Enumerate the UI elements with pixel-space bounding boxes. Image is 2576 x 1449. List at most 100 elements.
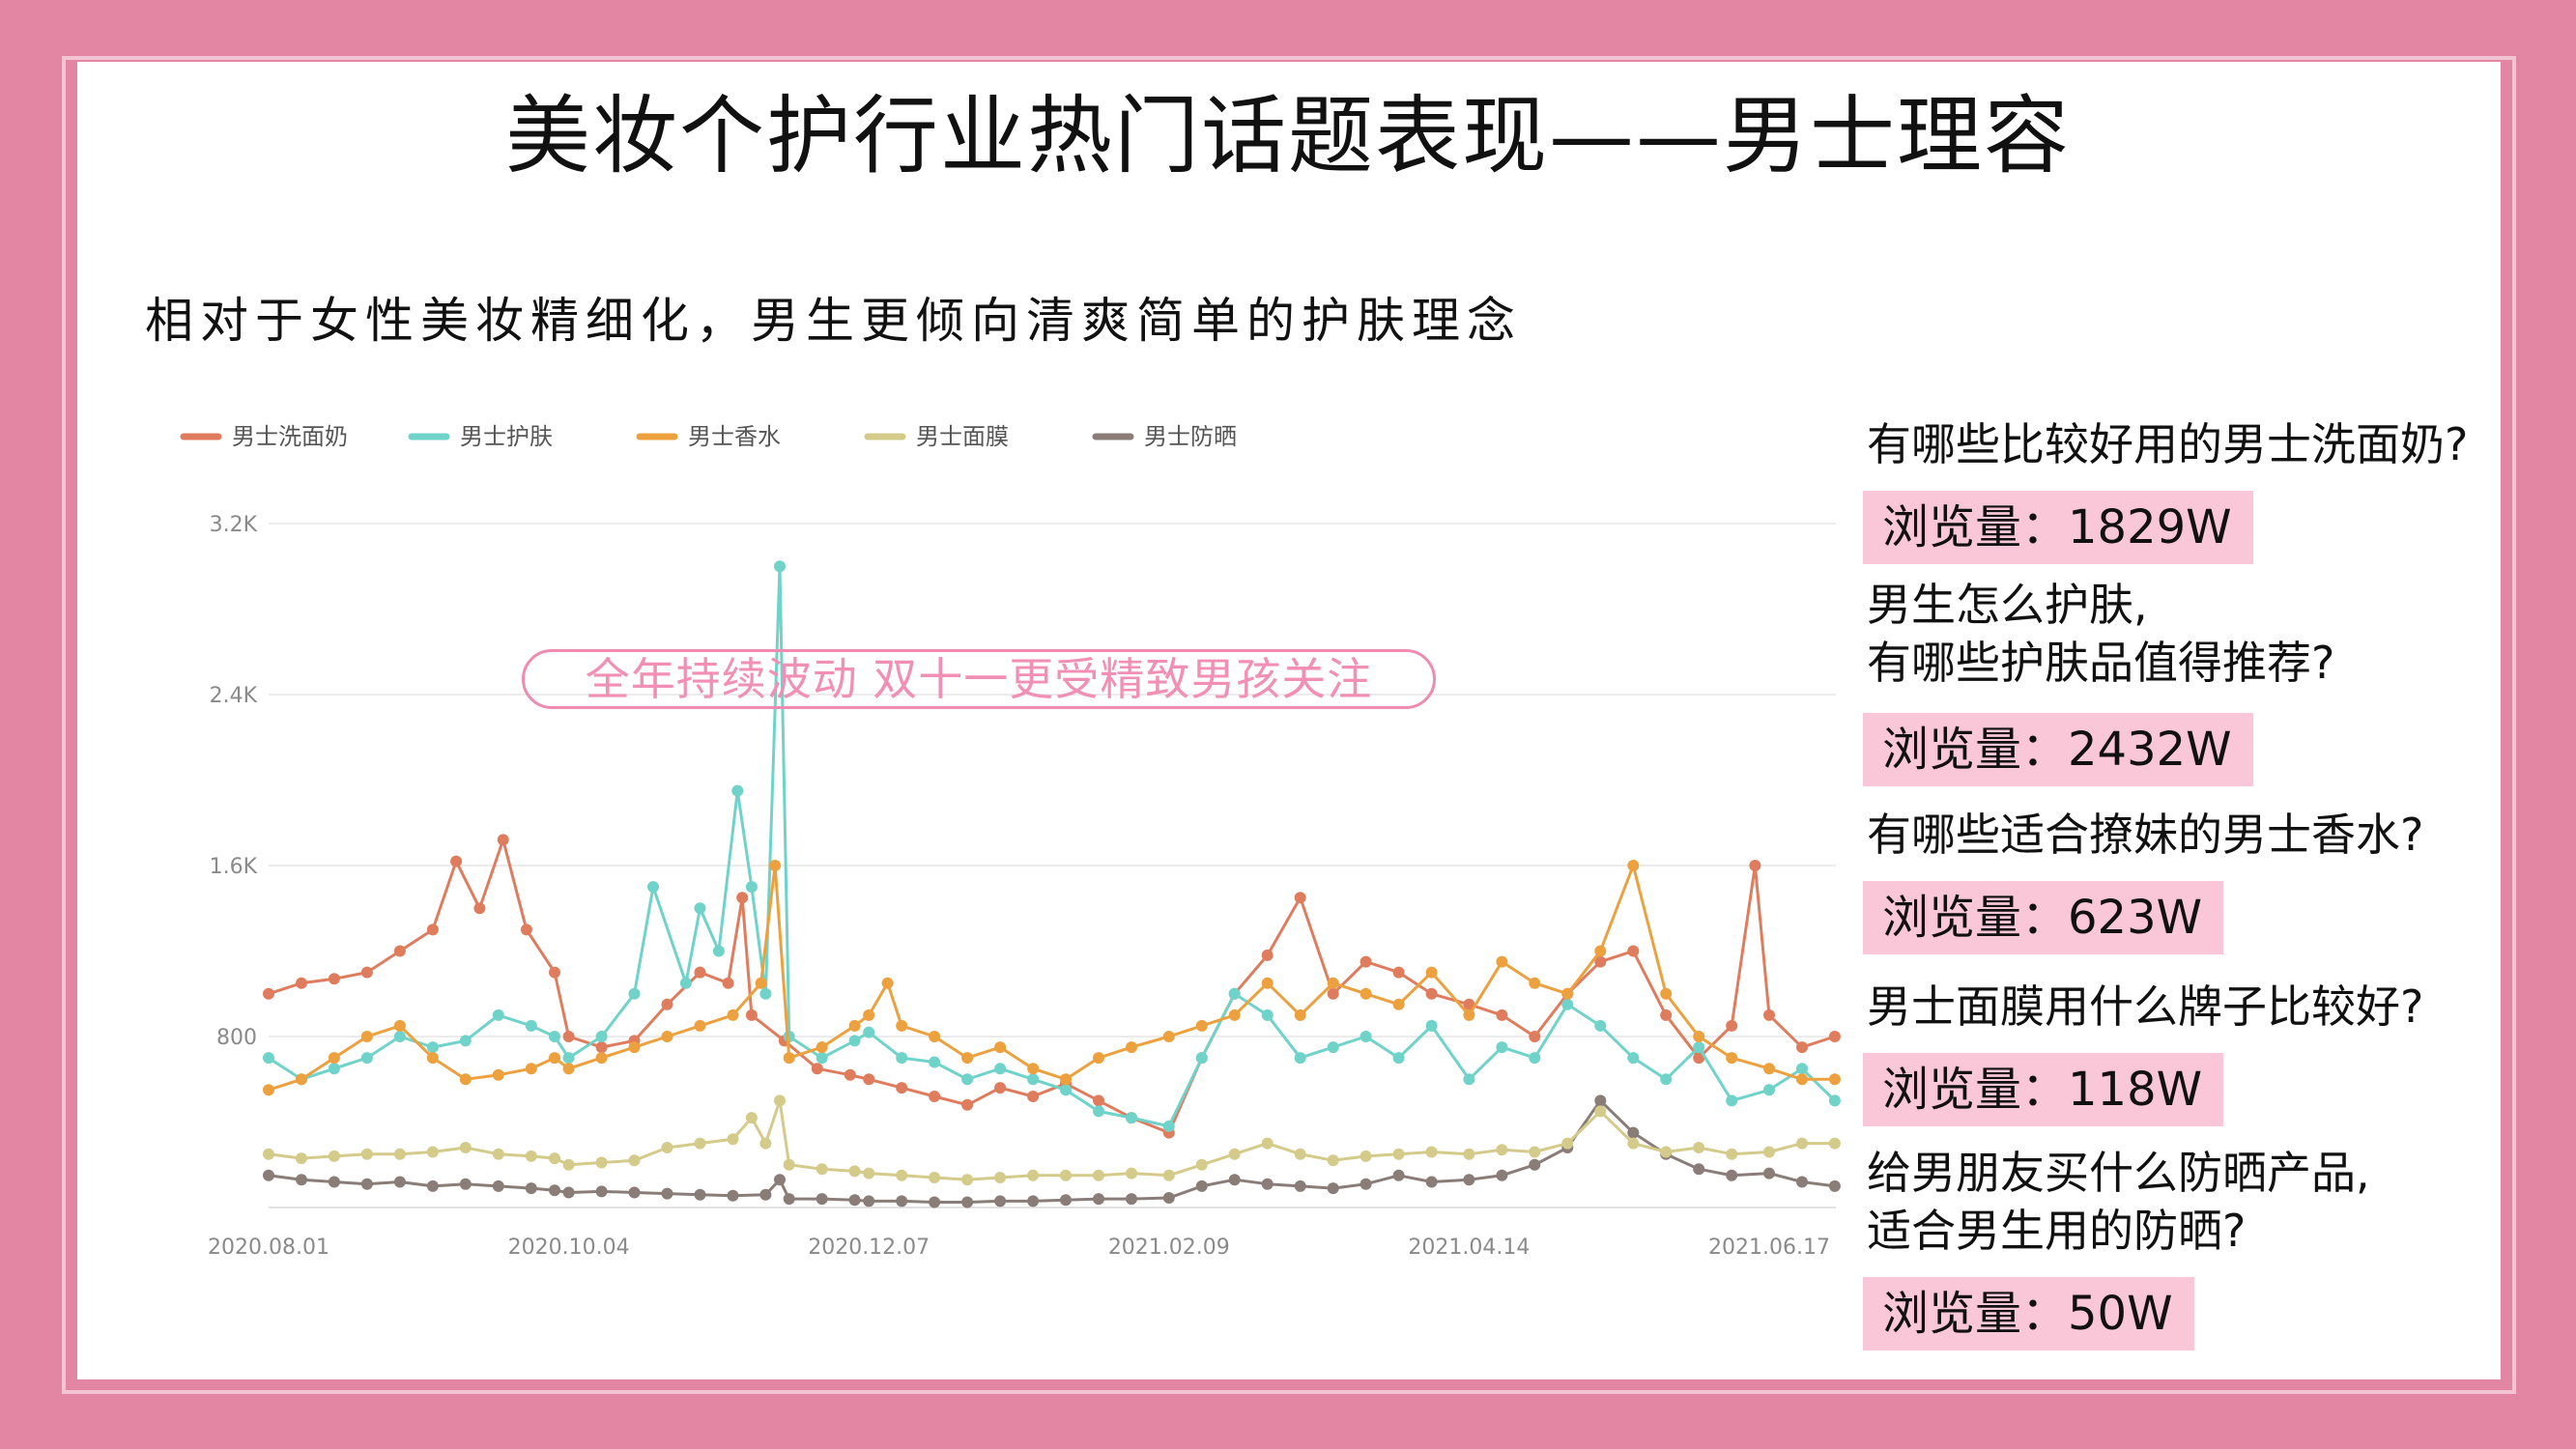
data-point <box>1093 1169 1104 1181</box>
data-point <box>1726 1148 1738 1160</box>
data-point <box>745 1009 758 1021</box>
data-point <box>459 1073 472 1086</box>
data-point <box>1027 1073 1040 1086</box>
data-point <box>263 1148 274 1160</box>
data-point <box>263 1169 274 1181</box>
data-point <box>929 1172 941 1183</box>
data-point <box>783 1193 795 1206</box>
data-point <box>1529 977 1541 989</box>
data-point <box>628 1154 641 1167</box>
data-point <box>1294 892 1306 904</box>
data-point <box>848 1194 861 1207</box>
data-point <box>595 1052 608 1065</box>
data-point <box>328 973 340 985</box>
data-point <box>562 1052 575 1065</box>
page-subtitle: 相对于女性美妆精细化，男生更倾向清爽简单的护肤理念 <box>145 293 1522 349</box>
data-point <box>1228 987 1241 1000</box>
data-point <box>811 1063 823 1075</box>
data-point <box>1627 1126 1640 1139</box>
data-point <box>848 1035 861 1047</box>
data-point <box>549 1052 560 1065</box>
data-point <box>881 977 894 989</box>
data-point <box>393 1031 406 1042</box>
data-point <box>595 1185 608 1198</box>
x-tick-label: 2021.06.17 <box>1708 1236 1830 1260</box>
data-point <box>393 945 406 957</box>
data-point <box>647 881 659 894</box>
data-point <box>549 1152 560 1165</box>
data-point <box>1360 1150 1372 1162</box>
x-tick-label: 2021.02.09 <box>1108 1236 1230 1260</box>
data-point <box>1693 1142 1705 1153</box>
data-point <box>497 834 509 846</box>
data-point <box>816 1041 828 1054</box>
data-point <box>994 1041 1007 1054</box>
data-point <box>1425 1019 1438 1032</box>
data-point <box>994 1063 1007 1075</box>
data-point <box>360 1178 373 1190</box>
data-point <box>1660 987 1673 1000</box>
data-point <box>1594 1105 1607 1118</box>
data-point <box>1561 998 1574 1010</box>
data-point <box>1360 987 1372 1000</box>
question-text: 给男朋友买什么防晒产品, 适合男生用的防晒? <box>1867 1147 2370 1257</box>
x-tick-label: 2020.12.07 <box>808 1236 930 1260</box>
data-point <box>1425 1146 1438 1158</box>
data-point <box>628 1041 641 1054</box>
views-badge: 浏览量：1829W <box>1863 491 2253 564</box>
data-point <box>1496 1169 1508 1181</box>
data-point <box>1796 1137 1808 1150</box>
data-point <box>929 1056 941 1068</box>
data-point <box>896 1169 908 1181</box>
data-point <box>1060 1169 1072 1181</box>
data-point <box>1763 1084 1775 1096</box>
data-point <box>994 1195 1007 1208</box>
data-point <box>727 1189 739 1202</box>
legend-label: 男士香水 <box>688 423 781 450</box>
data-point <box>1496 1041 1508 1054</box>
data-point <box>296 1152 307 1165</box>
data-point <box>712 945 725 957</box>
data-point <box>492 1068 504 1081</box>
data-point <box>1693 1041 1705 1054</box>
qa-item-sunscreen: 给男朋友买什么防晒产品, 适合男生用的防晒? 浏览量：50W <box>1863 1144 2562 1350</box>
data-point <box>1796 1063 1808 1075</box>
data-point <box>1763 1167 1775 1179</box>
qa-item-fragrance: 有哪些适合撩妹的男士香水? 浏览量：623W <box>1863 806 2562 954</box>
data-point <box>492 1179 504 1192</box>
data-point <box>848 1019 861 1032</box>
data-point <box>1425 1176 1438 1188</box>
data-point <box>1195 1158 1208 1171</box>
data-point <box>863 1195 875 1208</box>
data-point <box>694 1137 706 1150</box>
legend-label: 男士防晒 <box>1144 423 1237 450</box>
data-point <box>562 1063 575 1075</box>
data-point <box>1828 1137 1841 1150</box>
data-point <box>595 1041 608 1054</box>
data-point <box>1496 1009 1508 1021</box>
data-point <box>994 1172 1007 1183</box>
data-point <box>1496 955 1508 968</box>
data-point <box>863 1167 875 1179</box>
data-point <box>745 881 758 894</box>
data-point <box>961 1073 974 1086</box>
data-point <box>549 966 560 979</box>
data-point <box>1463 1174 1475 1186</box>
data-point <box>727 1009 739 1021</box>
data-point <box>1749 860 1761 871</box>
data-point <box>328 1052 340 1065</box>
y-tick-label: 800 <box>216 1026 257 1050</box>
data-point <box>1360 1031 1372 1042</box>
data-point <box>562 1158 575 1171</box>
views-badge: 浏览量：50W <box>1863 1277 2194 1350</box>
data-point <box>1425 987 1438 1000</box>
data-point <box>1425 966 1438 979</box>
data-point <box>296 1073 307 1086</box>
data-point <box>525 1019 537 1032</box>
data-point <box>1060 1194 1072 1207</box>
series-line <box>268 838 1836 1135</box>
data-point <box>1828 1179 1841 1192</box>
data-point <box>1327 977 1339 989</box>
data-point <box>1463 1148 1475 1160</box>
data-point <box>961 1174 974 1186</box>
